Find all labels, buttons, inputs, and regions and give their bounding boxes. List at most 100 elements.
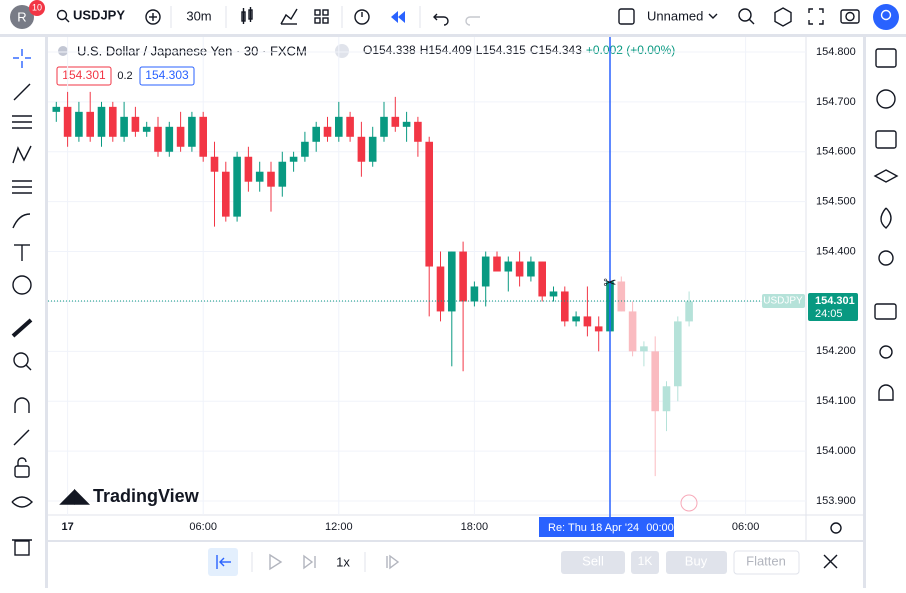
buy-box[interactable] [139,66,195,86]
fullscreen-icon[interactable] [808,8,824,25]
visibility-tool[interactable] [11,496,33,508]
close-replay[interactable] [823,554,838,569]
candle-body [154,126,162,152]
ruler-tool[interactable] [11,318,33,338]
brand-logo: ◢◣ [59,486,91,507]
publish-button[interactable] [873,4,899,30]
x-tick-label: 17 [61,521,73,533]
y-tick-label: 154.500 [816,196,856,208]
candle-body [583,316,592,327]
alerts-icon[interactable] [876,89,896,109]
scissors-icon: ✂ [603,275,616,292]
magnet-tool[interactable] [14,397,30,413]
projection-tool[interactable] [12,180,32,194]
candle-body [335,116,343,137]
redo-icon[interactable] [465,16,480,26]
brush-tool[interactable] [12,213,31,229]
lock-tool[interactable] [14,457,30,478]
search-icon[interactable] [56,9,68,21]
candle-body [628,311,637,352]
emoji-tool[interactable] [12,275,32,295]
axis-settings[interactable] [830,522,842,534]
candle-body [199,116,207,157]
qty-box[interactable] [631,551,659,574]
candle-type-icon[interactable] [241,7,253,24]
templates-icon[interactable] [314,9,329,24]
sell-button[interactable] [561,551,625,574]
candle-body [357,136,366,162]
layout-name[interactable]: Unnamed [647,8,703,23]
right-icons [873,48,899,401]
brand: TradingView [93,486,200,506]
candle-body [176,126,185,147]
pattern-tool[interactable] [12,145,32,164]
quick-search-icon[interactable] [738,8,755,25]
chevron[interactable] [708,13,718,19]
indicators-icon[interactable] [280,8,298,25]
fib-tool[interactable] [12,115,32,129]
x-tick-label: 18:00 [461,521,489,533]
candle-body [594,326,603,332]
candle-body [448,251,456,312]
buy-price: 154.303 [145,68,189,82]
candles [52,91,693,477]
replay-time-box [539,517,674,537]
candle-body [267,171,275,187]
bottom-bar [48,542,863,588]
hotlist-icon[interactable] [880,207,892,229]
y-tick-label: 154.700 [816,96,856,108]
left-toolbar [0,37,45,588]
layout-checkbox[interactable] [618,8,635,25]
notifications-icon[interactable] [878,384,894,401]
compare-icon[interactable] [145,9,161,25]
play-button[interactable] [269,553,283,571]
flatten-label: Flatten [746,553,786,568]
countdown: 24:05 [815,308,843,320]
step-button[interactable] [303,554,316,570]
candle-body [244,156,253,182]
speed[interactable]: 1x [336,554,350,569]
symbol[interactable]: USDJPY [73,7,125,22]
top-bar [0,0,906,34]
alert-icon[interactable] [354,9,370,25]
ohlc-value: L154.315 [476,43,526,57]
trend-line-tool[interactable] [13,83,31,101]
ideas-icon[interactable] [878,250,894,266]
undo-icon[interactable] [434,16,449,26]
watchlist-icon[interactable] [875,48,897,68]
flatten-button[interactable] [733,550,800,575]
buy-button[interactable] [666,551,727,574]
chart-title: U.S. Dollar / Japanese Yen · 30 · FXCM [77,43,307,58]
candle-body [470,286,479,302]
candle-body [120,116,128,137]
candle-body [233,156,241,217]
lightning-icon[interactable] [680,494,698,512]
y-tick-label: 154.100 [816,395,856,407]
avatar-letter: R [17,9,26,24]
collapse-button[interactable] [335,44,349,58]
candle-body [312,126,320,142]
y-tick-label: 154.600 [816,146,856,158]
y-tick-label: 154.400 [816,245,856,257]
settings-icon[interactable] [774,7,792,27]
snapshot-icon[interactable] [840,9,860,24]
candle-body [380,116,388,137]
avatar[interactable] [10,5,34,29]
exit-replay-button[interactable] [386,554,400,570]
lock-draw-tool[interactable] [13,429,30,446]
symbol-tag-text: USDJPY [763,296,803,307]
news-icon[interactable] [875,130,897,149]
chat-icon[interactable] [874,303,897,320]
layers-icon[interactable] [873,169,899,183]
streams-icon[interactable] [879,345,893,359]
candle-body [572,316,580,322]
delete-tool[interactable] [12,539,32,556]
interval[interactable]: 30m [186,8,211,23]
text-tool[interactable] [14,244,30,261]
replay-icon[interactable] [391,11,405,23]
candle-body [323,126,332,137]
sell-box[interactable] [56,66,112,86]
crosshair-tool[interactable] [13,49,31,68]
zoom-tool[interactable] [13,352,32,371]
